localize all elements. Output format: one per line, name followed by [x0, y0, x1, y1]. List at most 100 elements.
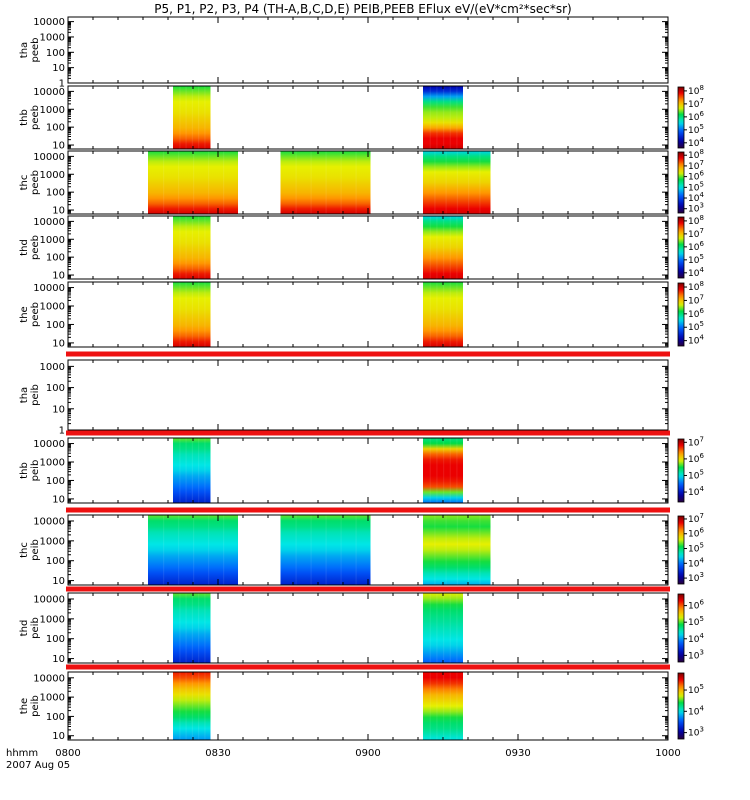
spectrogram-stripe	[185, 438, 187, 503]
y-axis-label: peib	[30, 384, 41, 406]
y-axis-label: peeb	[30, 170, 41, 195]
y-tick-label: 10	[52, 654, 65, 665]
spectrogram-stripe	[443, 438, 445, 503]
spectrogram-stripe	[191, 672, 193, 740]
panel-the-peib: 10 100 1000 10000 the peib 103 104 105	[19, 671, 704, 742]
y-axis-label: peeb	[30, 302, 41, 327]
y-axis-label: thd	[19, 620, 30, 637]
spectrogram-stripe	[456, 282, 458, 347]
y-axis-label: the	[19, 306, 30, 322]
spectrogram-stripe	[443, 672, 445, 740]
spectrogram-block	[148, 515, 238, 585]
spectrogram-block	[423, 216, 463, 279]
spectrogram-stripe	[163, 515, 165, 585]
spectrogram-stripe	[449, 86, 451, 149]
quality-flag-bar	[66, 507, 670, 513]
spectrogram-stripe	[449, 438, 451, 503]
colorbar-tick-label: 108	[688, 214, 704, 227]
spectrogram-stripe	[429, 672, 431, 740]
colorbar	[677, 515, 685, 585]
y-tick-label: 100	[46, 556, 65, 567]
spectrogram-block	[173, 438, 211, 503]
y-tick-label: 1	[59, 426, 65, 437]
y-tick-label: 1000	[40, 458, 65, 469]
y-tick-label: 10	[52, 271, 65, 282]
spectrogram-stripe	[178, 151, 180, 214]
y-tick-label: 10000	[33, 439, 65, 450]
y-axis-label: thc	[19, 175, 30, 191]
spectrogram-stripe	[204, 86, 206, 149]
y-tick-label: 1000	[40, 614, 65, 625]
spectrogram-stripe	[204, 593, 206, 663]
chart-title: P5, P1, P2, P3, P4 (TH-A,B,C,D,E) PEIB,P…	[154, 2, 571, 16]
y-axis-label: tha	[19, 42, 30, 58]
y-axis-label: peeb	[30, 235, 41, 260]
spectrogram-stripe	[191, 216, 193, 279]
spectrogram-stripe	[223, 151, 225, 214]
spectrogram-block	[280, 151, 371, 214]
spectrogram-stripe	[325, 151, 327, 214]
spectrogram-stripe	[295, 515, 297, 585]
y-tick-label: 10	[52, 63, 65, 74]
colorbar-tick-label: 104	[688, 136, 704, 149]
spectrogram-stripe	[436, 216, 438, 279]
colorbar-tick-label: 106	[688, 527, 704, 540]
y-axis-label: peeb	[30, 38, 41, 63]
spectrogram-stripe	[456, 151, 458, 214]
colorbar-tick-label: 105	[688, 253, 704, 266]
colorbar	[677, 151, 685, 214]
colorbar-tick-label: 107	[688, 227, 704, 240]
colorbar-tick-label: 104	[688, 632, 704, 645]
colorbar-tick-label: 108	[688, 280, 704, 293]
y-tick-label: 10	[52, 731, 65, 742]
spectrogram-stripe	[449, 672, 451, 740]
spectrogram-stripe	[340, 151, 342, 214]
spectrogram-stripe	[429, 282, 431, 347]
quality-flag-bar	[66, 664, 670, 670]
spectrogram-stripe	[434, 515, 436, 585]
colorbar-tick-label: 106	[688, 452, 704, 465]
y-tick-label: 10	[52, 576, 65, 587]
y-tick-label: 100	[46, 320, 65, 331]
spectrogram-block	[423, 438, 463, 503]
y-tick-label: 100	[46, 383, 65, 394]
y-tick-label: 10	[52, 141, 65, 152]
colorbar	[677, 593, 685, 663]
spectrogram-stripe	[443, 282, 445, 347]
colorbar-tick-label: 106	[688, 307, 704, 320]
spectrogram-stripe	[185, 282, 187, 347]
panel-frame	[67, 215, 669, 280]
spectrogram-stripe	[185, 672, 187, 740]
spectrogram-stripe	[163, 151, 165, 214]
spectrogram-stripe	[449, 593, 451, 663]
spectrogram-stripe	[468, 515, 470, 585]
spectrogram-stripe	[468, 151, 470, 214]
spectrogram-stripe	[185, 86, 187, 149]
y-tick-label: 10	[52, 494, 65, 505]
spectrogram-stripe	[193, 151, 195, 214]
quality-flag-bar	[66, 351, 670, 357]
y-axis-label: the	[19, 698, 30, 714]
spectrogram-stripe	[436, 282, 438, 347]
spectrogram-stripe	[456, 86, 458, 149]
colorbar	[677, 86, 685, 149]
spectrogram-block	[423, 86, 463, 149]
colorbar	[677, 438, 685, 503]
spectrogram-stripe	[449, 216, 451, 279]
colorbar-tick-label: 105	[688, 683, 704, 696]
panel-frame	[67, 85, 669, 150]
y-tick-label: 100	[46, 476, 65, 487]
colorbar	[677, 282, 685, 347]
spectrogram-stripe	[191, 282, 193, 347]
spectrogram-stripe	[191, 86, 193, 149]
panel-tha-peib: 1 10 100 1000 tha peib	[19, 359, 669, 437]
y-tick-label: 1000	[40, 105, 65, 116]
y-axis-label: peib	[30, 695, 41, 717]
y-axis-label: thb	[19, 109, 30, 126]
spectrogram-block	[173, 282, 211, 347]
y-axis-label: thc	[19, 542, 30, 558]
y-axis-label: thd	[19, 239, 30, 256]
